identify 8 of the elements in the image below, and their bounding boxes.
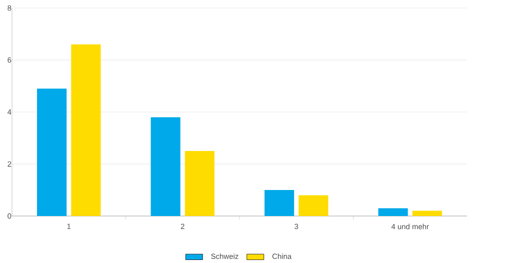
bar <box>264 190 294 216</box>
bar <box>37 88 67 216</box>
bar <box>150 117 180 216</box>
bar <box>184 151 214 216</box>
bar <box>71 44 101 216</box>
bar <box>378 208 408 216</box>
bar <box>298 195 328 216</box>
bar <box>412 210 442 216</box>
